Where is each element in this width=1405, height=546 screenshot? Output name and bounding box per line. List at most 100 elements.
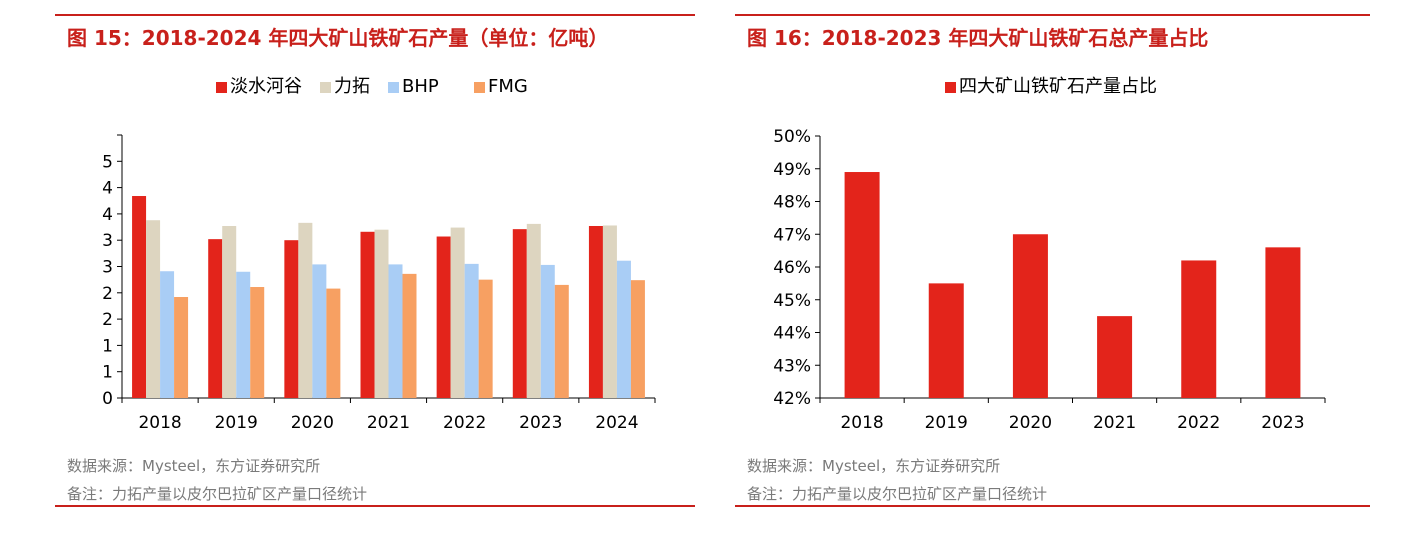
- legend-label: 淡水河谷: [230, 76, 302, 97]
- bar: [616, 260, 631, 398]
- legend-swatch: [388, 82, 399, 93]
- legend-label: FMG: [488, 76, 528, 97]
- chart-title: 图 16：2018-2023 年四大矿山铁矿石总产量占比: [747, 26, 1209, 50]
- legend: 四大矿山铁矿石产量占比: [945, 76, 1157, 97]
- x-tick-label: 2019: [215, 413, 258, 433]
- bar: [174, 297, 189, 398]
- bar: [236, 271, 251, 398]
- y-tick-label: 2: [102, 284, 113, 304]
- x-tick-label: 2023: [1261, 413, 1304, 433]
- y-tick-label: 46%: [773, 258, 811, 278]
- y-tick-label: 5: [102, 152, 113, 172]
- x-tick-label: 2018: [138, 413, 181, 433]
- x-tick-label: 2024: [595, 413, 638, 433]
- data-source: 数据来源：Mysteel，东方证券研究所: [67, 457, 321, 475]
- legend-label: BHP: [402, 76, 439, 97]
- bar: [146, 220, 161, 398]
- bar: [284, 240, 299, 398]
- chart-note: 备注：力拓产量以皮尔巴拉矿区产量口径统计: [747, 485, 1048, 503]
- y-tick-label: 50%: [773, 127, 811, 147]
- legend-swatch: [216, 82, 227, 93]
- y-tick-label: 47%: [773, 225, 811, 245]
- y-tick-label: 45%: [773, 291, 811, 311]
- y-tick-label: 1: [102, 336, 113, 356]
- bar: [132, 196, 147, 398]
- x-tick-label: 2018: [840, 413, 883, 433]
- x-tick-label: 2020: [1009, 413, 1052, 433]
- bar: [464, 263, 479, 398]
- y-tick-label: 42%: [773, 389, 811, 409]
- series-3: [174, 273, 645, 398]
- y-tick-label: 44%: [773, 324, 811, 344]
- bottom-rule: [55, 505, 695, 507]
- legend-item: BHP: [388, 76, 439, 97]
- bar: [388, 264, 403, 398]
- y-tick-label: 4: [102, 179, 113, 199]
- legend-item: FMG: [474, 76, 528, 97]
- legend-swatch: [320, 82, 331, 93]
- series-0: [132, 196, 603, 398]
- bar: [1012, 234, 1048, 398]
- bar: [630, 280, 645, 398]
- bar: [588, 225, 603, 398]
- bar: [540, 264, 555, 398]
- bar: [374, 229, 389, 398]
- bar: [928, 283, 964, 398]
- title-rule: [735, 14, 1370, 16]
- legend-item: 四大矿山铁矿石产量占比: [945, 76, 1157, 97]
- bar: [326, 288, 341, 398]
- series-2: [160, 260, 631, 398]
- chart-panel-share: 图 16：2018-2023 年四大矿山铁矿石总产量占比 四大矿山铁矿石产量占比…: [735, 0, 1370, 546]
- legend-swatch: [474, 82, 485, 93]
- chart-title: 图 15：2018-2024 年四大矿山铁矿石产量（单位：亿吨）: [67, 26, 609, 50]
- x-tick-label: 2019: [925, 413, 968, 433]
- bottom-rule: [735, 505, 1370, 507]
- bar: [298, 222, 313, 398]
- x-tick-label: 2023: [519, 413, 562, 433]
- y-tick-label: 2: [102, 310, 113, 330]
- bar: [526, 223, 541, 398]
- title-rule: [55, 14, 695, 16]
- bar-chart-production: 淡水河谷 力拓 BHP FMG 0 1 1 2 2 3 3 4 4 5 2018 2019 2020 2021 20…: [102, 76, 656, 433]
- x-tick-label: 2020: [291, 413, 334, 433]
- y-tick-label: 0: [102, 389, 113, 409]
- bar-chart-share: 四大矿山铁矿石产量占比 42% 43% 44% 45% 46% 47% 48% 49% 50% 20…: [773, 76, 1326, 433]
- y-tick-label: 3: [102, 258, 113, 278]
- y-tick-label: 3: [102, 231, 113, 251]
- legend-item: 淡水河谷: [216, 76, 302, 97]
- chart-panel-production: 图 15：2018-2024 年四大矿山铁矿石产量（单位：亿吨） 淡水河谷 力拓 B…: [55, 0, 695, 546]
- bar: [160, 271, 175, 398]
- y-tick-label: 4: [102, 205, 113, 225]
- bar: [250, 287, 265, 398]
- chart-note: 备注：力拓产量以皮尔巴拉矿区产量口径统计: [67, 485, 368, 503]
- y-tick-label: 49%: [773, 160, 811, 180]
- legend-label: 力拓: [334, 76, 370, 97]
- bar: [1181, 260, 1217, 398]
- bar: [512, 229, 527, 398]
- x-tick-label: 2021: [367, 413, 410, 433]
- bar: [844, 172, 880, 398]
- y-tick-label: 48%: [773, 193, 811, 213]
- x-tick-label: 2022: [443, 413, 486, 433]
- bar: [436, 236, 451, 398]
- x-tick-label: 2022: [1177, 413, 1220, 433]
- bar: [402, 273, 417, 398]
- bar: [312, 264, 327, 398]
- legend-item: 力拓: [320, 76, 370, 97]
- bar: [1265, 247, 1301, 398]
- bar: [602, 225, 617, 398]
- series-0: [844, 172, 1301, 398]
- x-tick-label: 2021: [1093, 413, 1136, 433]
- series-1: [146, 220, 617, 398]
- bar: [478, 279, 493, 398]
- legend-swatch: [945, 82, 956, 93]
- legend-label: 四大矿山铁矿石产量占比: [959, 76, 1157, 97]
- bar: [360, 231, 375, 398]
- bar: [450, 227, 465, 398]
- bar: [208, 239, 223, 398]
- data-source: 数据来源：Mysteel，东方证券研究所: [747, 457, 1001, 475]
- bar: [1097, 316, 1133, 398]
- legend: 淡水河谷 力拓 BHP FMG: [216, 76, 528, 97]
- bar: [222, 225, 237, 398]
- bar: [554, 284, 569, 398]
